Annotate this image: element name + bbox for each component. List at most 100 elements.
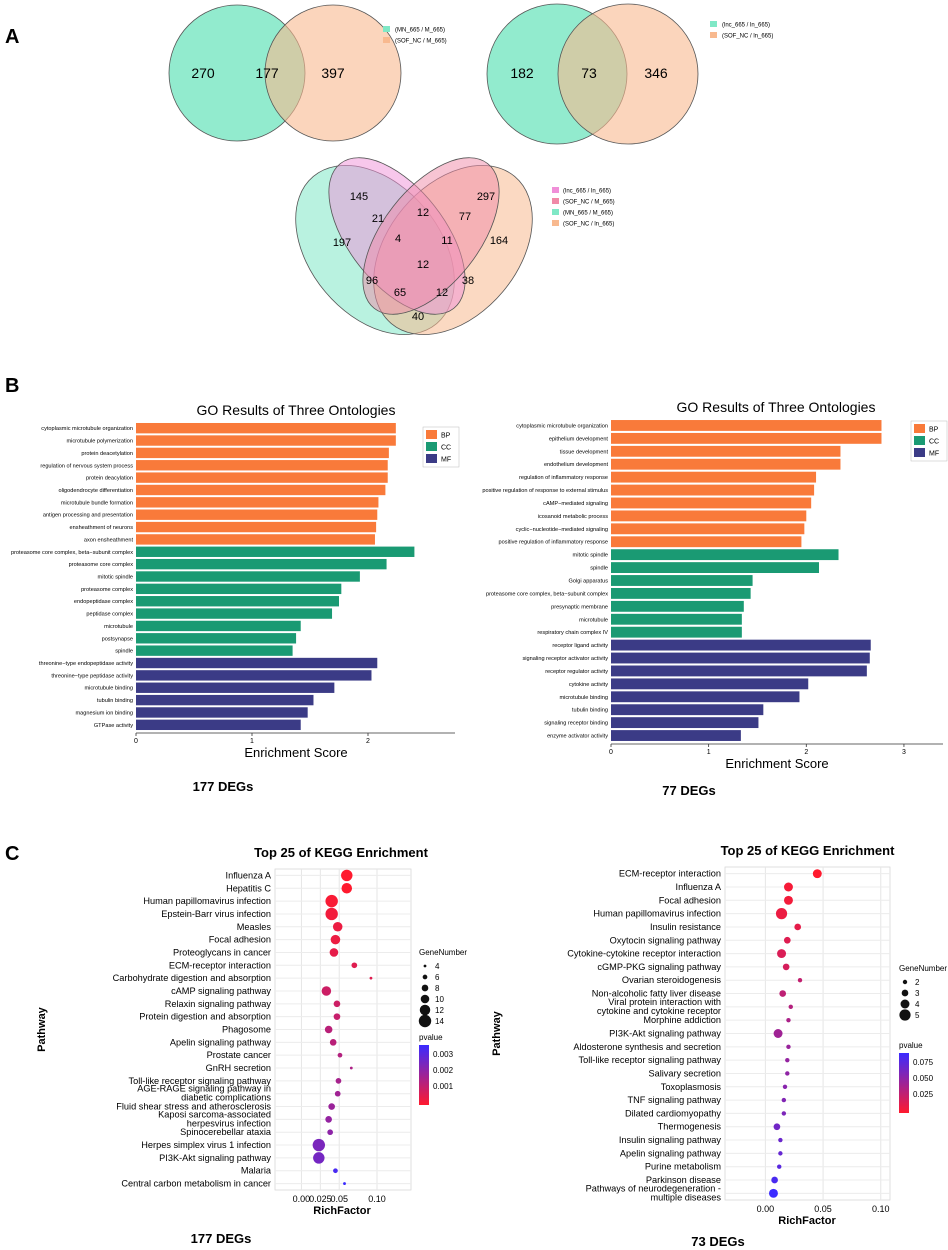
go-term-label: magnesium ion binding — [75, 710, 133, 716]
kegg-x-tick-label: 0.025 — [309, 1194, 332, 1204]
venn2-only-a: 182 — [510, 65, 534, 81]
kegg-point — [324, 1025, 333, 1034]
venn4-region-38: 38 — [462, 275, 474, 287]
venn1-legend-key-b — [383, 37, 390, 43]
panel-label-c: C — [5, 843, 19, 865]
kegg-pathway-label: cAMP signaling pathway — [171, 986, 271, 996]
kegg-size-legend-label: 4 — [435, 962, 440, 971]
kegg-size-legend-label: 12 — [435, 1006, 444, 1015]
kegg-point — [351, 962, 358, 969]
venn1-only-b: 397 — [321, 65, 345, 81]
go-x-axis-title: Enrichment Score — [725, 756, 828, 771]
go-legend-label: MF — [929, 451, 939, 458]
kegg-color-legend-title: pvalue — [419, 1033, 443, 1042]
kegg-point — [325, 907, 338, 921]
go-term-label: endothelium development — [544, 462, 609, 468]
kegg-pathway-label: Toxoplasmosis — [661, 1082, 722, 1092]
kegg-point — [329, 1039, 337, 1046]
go-bar — [136, 707, 308, 718]
venn2-legend-b: (SOF_NC / ln_665) — [722, 34, 773, 40]
go-term-label: presynaptic membrane — [551, 604, 608, 610]
kegg-point — [781, 1111, 787, 1116]
kegg-color-bar — [419, 1045, 429, 1105]
kegg-point — [369, 976, 373, 980]
kegg-point — [329, 948, 339, 957]
kegg-point — [775, 908, 788, 920]
go-term-label: spindle — [590, 566, 608, 572]
kegg-point — [782, 1084, 788, 1089]
go-term-label: signaling receptor activator activity — [523, 656, 609, 662]
go-term-label: mitotic spindle — [98, 575, 133, 581]
go-x-tick-label: 1 — [707, 749, 711, 756]
kegg-color-legend-title: pvalue — [899, 1041, 923, 1050]
go-bar — [611, 704, 764, 716]
kegg-size-legend-label: 4 — [915, 1000, 920, 1009]
go-bar — [136, 670, 372, 681]
kegg-point — [768, 1188, 778, 1198]
kegg-size-legend-dot — [901, 989, 909, 997]
kegg-pathway-label: Human papillomavirus infection — [143, 896, 271, 906]
kegg-pathway-label: Thermogenesis — [658, 1122, 722, 1132]
go-legend-box — [422, 426, 460, 468]
kegg-pathway-label: Fluid shear stress and atherosclerosis — [116, 1102, 271, 1112]
kegg-point — [782, 963, 790, 971]
kegg-caption: 73 DEGs — [691, 1234, 744, 1249]
go-term-label: mitotic spindle — [573, 553, 608, 559]
go-x-axis-title: Enrichment Score — [244, 745, 347, 760]
kegg-color-legend-label: 0.050 — [913, 1074, 934, 1083]
kegg-size-legend-dot — [422, 974, 428, 980]
go-legend-box — [910, 420, 948, 462]
venn4-region-4: 4 — [395, 233, 401, 245]
kegg-size-legend-label: 14 — [435, 1017, 444, 1026]
go-bar — [611, 575, 753, 586]
go-bar — [136, 583, 342, 595]
go-bar — [136, 657, 378, 669]
go-bar — [136, 645, 293, 656]
go-x-tick-label: 0 — [134, 738, 138, 745]
go-legend-label: BP — [441, 433, 451, 440]
go-legend-key — [426, 454, 437, 463]
go-bar — [136, 484, 386, 496]
kegg-point — [783, 882, 793, 892]
go-bar — [611, 691, 800, 703]
go-term-label: microtubule binding — [84, 686, 133, 692]
kegg-pathway-label: Relaxin signaling pathway — [165, 999, 272, 1009]
kegg-size-legend-label: 6 — [435, 973, 440, 982]
go-chart-title: GO Results of Three Ontologies — [197, 402, 396, 418]
go-legend-label: BP — [929, 427, 939, 434]
kegg-point — [343, 1182, 346, 1185]
go-bar — [136, 422, 396, 434]
kegg-pathway-label-line: Kaposi sarcoma-associated — [158, 1109, 271, 1119]
venn4-legend-key-2 — [552, 198, 559, 204]
kegg-chart-3: Top 25 of KEGG Enrichment Influenza A Hepa… — [36, 845, 467, 1246]
venn4-region-12-bottom: 12 — [436, 287, 448, 299]
go-chart-2: GO Results of Three Ontologies cytoplasmi… — [482, 399, 948, 798]
go-bar — [611, 730, 741, 741]
kegg-pathway-label: AGE-RAGE signaling pathway in diabetic co… — [137, 1084, 271, 1103]
kegg-y-axis-title: Pathway — [36, 1006, 48, 1052]
go-term-label: microtubule polymerization — [66, 439, 133, 445]
kegg-size-legend-title: GeneNumber — [419, 948, 467, 957]
kegg-size-legend-dot — [419, 1004, 431, 1016]
go-bar — [611, 678, 809, 690]
kegg-pathway-label: PI3K-Akt signaling pathway — [159, 1153, 271, 1163]
kegg-pathway-label: PI3K-Akt signaling pathway — [609, 1029, 721, 1039]
venn4-legend-key-3 — [552, 209, 559, 215]
kegg-size-legend-label: 8 — [435, 984, 440, 993]
kegg-pathway-label-line: Viral protein interaction with — [608, 997, 721, 1007]
kegg-point — [794, 923, 802, 931]
go-bar — [136, 596, 339, 607]
go-term-label: peptidase complex — [86, 612, 133, 618]
venn4-legend-key-1 — [552, 187, 559, 193]
kegg-pathway-label-line: diabetic complications — [181, 1093, 271, 1103]
kegg-pathway-label-line: multiple diseases — [651, 1192, 722, 1202]
go-term-label: cAMP−mediated signaling — [543, 501, 608, 507]
venn-diagram-2: 182 73 346 (lnc_665 / ln_665) (SOF_NC / … — [486, 3, 773, 145]
kegg-point — [349, 1066, 353, 1070]
kegg-point — [785, 1071, 790, 1076]
go-x-tick-label: 3 — [902, 749, 906, 756]
kegg-pathway-label: Toll-like receptor signaling pathway — [129, 1076, 272, 1086]
kegg-pathway-label: Carbohydrate digestion and absorption — [113, 973, 271, 983]
venn-diagram-4: 145 297 197 164 21 12 77 4 11 12 96 38 6… — [295, 157, 615, 335]
venn2-legend-key-b — [710, 32, 717, 38]
